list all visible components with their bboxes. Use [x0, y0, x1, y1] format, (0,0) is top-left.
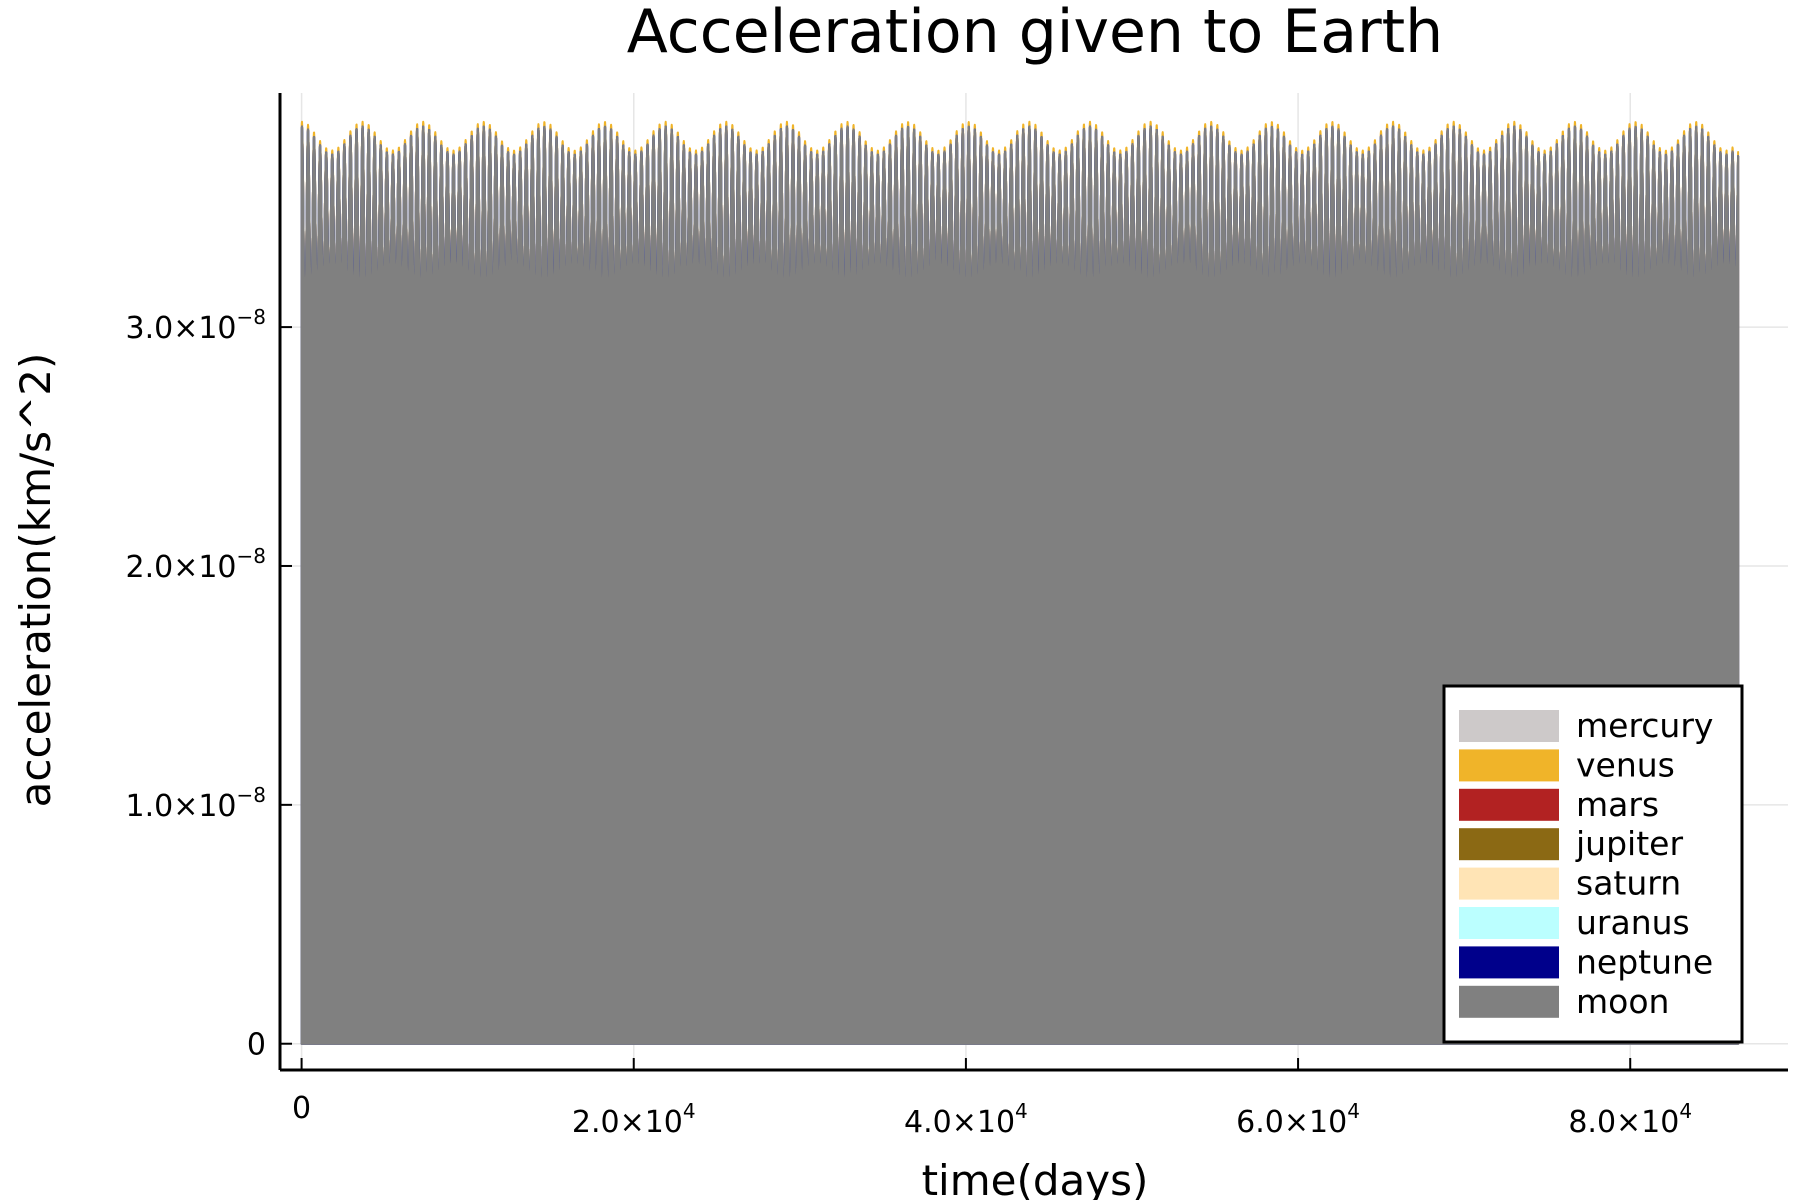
legend-box — [1442, 684, 1744, 1044]
legend-label-saturn: saturn — [1576, 864, 1681, 903]
x-tick-label-0: 0 — [292, 1091, 311, 1126]
y-tick-label-1: 1.0×10−8 — [125, 783, 266, 824]
legend-swatch-venus — [1459, 749, 1559, 782]
legend: mercuryvenusmarsjupitersaturnuranusneptu… — [1442, 684, 1744, 1044]
plot-area — [300, 120, 1740, 1045]
x-axis-label: time(days) — [922, 1156, 1149, 1200]
legend-label-mars: mars — [1576, 785, 1659, 824]
x-ticks: 0 2.0×104 4.0×104 6.0×104 8.0×104 — [292, 1058, 1692, 1140]
chart-title: Acceleration given to Earth — [627, 0, 1443, 67]
legend-swatch-saturn — [1459, 867, 1559, 900]
legend-swatch-jupiter — [1459, 828, 1559, 861]
legend-label-moon: moon — [1576, 982, 1669, 1021]
legend-label-neptune: neptune — [1576, 942, 1713, 981]
legend-label-venus: venus — [1576, 745, 1675, 784]
legend-swatch-uranus — [1459, 907, 1559, 939]
legend-label-uranus: uranus — [1576, 903, 1690, 942]
y-tick-label-2: 2.0×10−8 — [125, 544, 266, 585]
legend-swatch-moon — [1459, 985, 1559, 1018]
x-tick-label-4: 8.0×104 — [1568, 1099, 1692, 1140]
axes — [278, 93, 1788, 1072]
y-tick-label-0: 0 — [247, 1028, 266, 1063]
legend-swatch-mars — [1459, 788, 1559, 821]
x-tick-label-3: 6.0×104 — [1236, 1099, 1360, 1140]
y-axis-label: acceleration(km/s^2) — [11, 353, 60, 808]
x-tick-label-1: 2.0×104 — [572, 1099, 696, 1140]
series-moon-area — [300, 125, 1740, 1045]
x-tick-label-2: 4.0×104 — [904, 1099, 1028, 1140]
legend-swatch-neptune — [1459, 946, 1559, 979]
legend-label-jupiter: jupiter — [1575, 824, 1683, 863]
legend-label-mercury: mercury — [1576, 706, 1713, 745]
legend-swatch-mercury — [1459, 710, 1559, 742]
